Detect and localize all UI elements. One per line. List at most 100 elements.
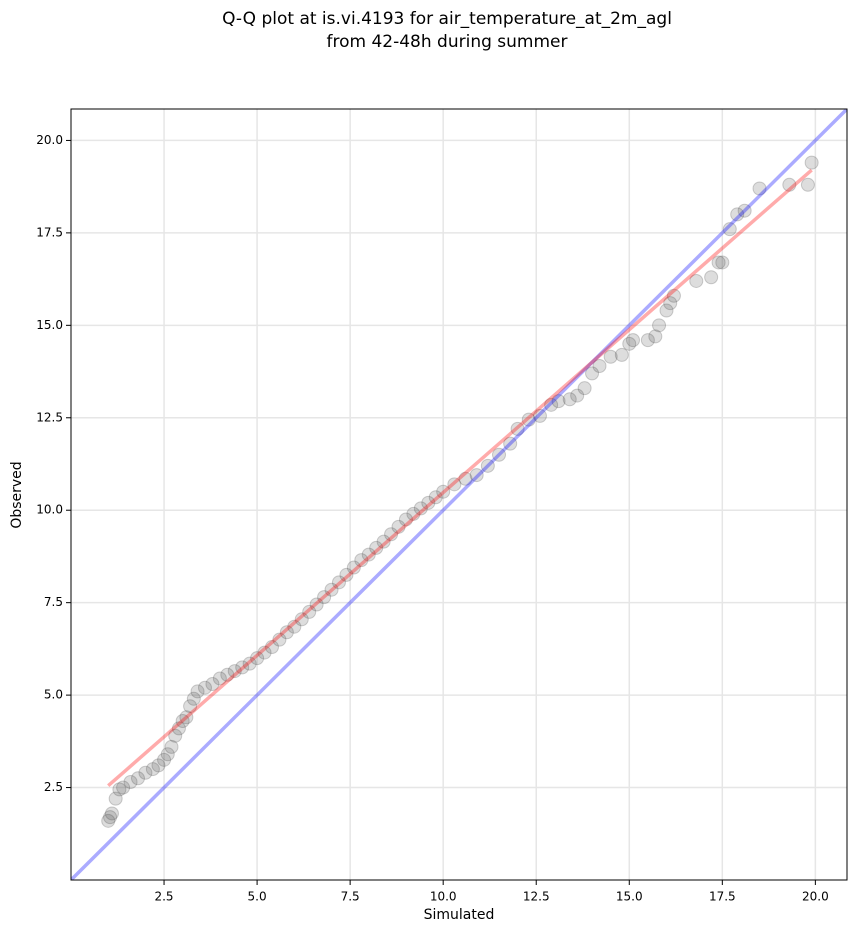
point xyxy=(659,303,674,318)
point xyxy=(722,222,737,237)
point xyxy=(625,333,640,348)
point xyxy=(317,590,332,605)
point xyxy=(186,691,201,706)
point xyxy=(157,752,172,767)
point xyxy=(250,651,265,666)
point xyxy=(447,477,462,492)
point xyxy=(391,519,406,534)
chart-title: from 42-48h during summer xyxy=(327,32,568,52)
point xyxy=(376,534,391,549)
point xyxy=(711,255,726,270)
point xyxy=(294,612,309,627)
point xyxy=(145,762,160,777)
point xyxy=(331,575,346,590)
point xyxy=(104,806,119,821)
point xyxy=(652,318,667,333)
point xyxy=(123,775,138,790)
plot-frame xyxy=(70,108,848,881)
x-axis-label: Simulated xyxy=(424,907,495,923)
point xyxy=(406,506,421,521)
point xyxy=(503,436,518,451)
point xyxy=(585,366,600,381)
x-tick-label: 10.0 xyxy=(430,890,457,904)
point xyxy=(398,512,413,527)
point xyxy=(689,273,704,288)
point xyxy=(171,721,186,736)
point xyxy=(160,747,175,762)
point xyxy=(220,667,235,682)
point xyxy=(197,680,212,695)
reference-line xyxy=(107,168,813,788)
point xyxy=(212,671,227,686)
point xyxy=(704,270,719,285)
y-tick-label: 15.0 xyxy=(36,318,63,332)
y-tick-label: 5.0 xyxy=(44,688,63,702)
point xyxy=(242,656,257,671)
point xyxy=(264,640,279,655)
point xyxy=(101,813,116,828)
x-tick-label: 5.0 xyxy=(248,890,267,904)
point xyxy=(592,359,607,373)
point xyxy=(603,349,618,364)
x-tick-label: 15.0 xyxy=(616,890,643,904)
point xyxy=(384,527,399,542)
x-tick-label: 7.5 xyxy=(341,890,360,904)
point xyxy=(715,255,730,270)
y-tick-label: 20.0 xyxy=(36,133,63,147)
point xyxy=(179,710,194,725)
point xyxy=(287,619,302,634)
point xyxy=(346,560,361,575)
x-tick-label: 20.0 xyxy=(802,890,829,904)
x-tick-label: 17.5 xyxy=(709,890,736,904)
point xyxy=(480,458,495,473)
point xyxy=(369,540,384,555)
point xyxy=(168,728,183,743)
point xyxy=(138,765,153,780)
point xyxy=(521,412,536,427)
point xyxy=(116,780,131,795)
y-tick-label: 10.0 xyxy=(36,503,63,517)
point xyxy=(421,495,436,510)
point xyxy=(257,645,272,660)
point xyxy=(235,660,250,675)
point xyxy=(151,758,166,773)
point xyxy=(570,388,585,403)
point xyxy=(648,329,663,344)
point xyxy=(492,447,507,462)
point xyxy=(279,625,294,640)
point xyxy=(640,333,655,348)
point xyxy=(361,547,376,562)
y-axis-label: Observed xyxy=(9,461,25,528)
y-tick-label: 17.5 xyxy=(36,225,63,239)
point xyxy=(428,490,443,505)
point xyxy=(354,553,369,568)
point xyxy=(544,397,559,412)
point xyxy=(436,484,451,499)
point xyxy=(469,468,484,483)
point xyxy=(730,207,745,222)
y-tick-label: 2.5 xyxy=(44,780,63,794)
x-tick-label: 12.5 xyxy=(523,890,550,904)
point xyxy=(622,336,637,351)
x-tick-label: 2.5 xyxy=(154,890,173,904)
point xyxy=(130,771,145,786)
point xyxy=(458,471,473,486)
point xyxy=(804,155,819,170)
point xyxy=(309,597,324,612)
point xyxy=(103,810,118,825)
point xyxy=(800,177,815,192)
y-tick-label: 7.5 xyxy=(44,595,63,609)
point xyxy=(551,394,566,409)
point xyxy=(324,582,339,597)
point xyxy=(663,296,678,311)
point xyxy=(205,677,220,692)
point xyxy=(302,604,317,619)
point xyxy=(164,739,179,754)
point xyxy=(666,288,681,303)
point xyxy=(532,408,547,423)
y-tick-label: 12.5 xyxy=(36,410,63,424)
point xyxy=(183,699,198,714)
point xyxy=(510,421,525,436)
point xyxy=(112,782,127,797)
